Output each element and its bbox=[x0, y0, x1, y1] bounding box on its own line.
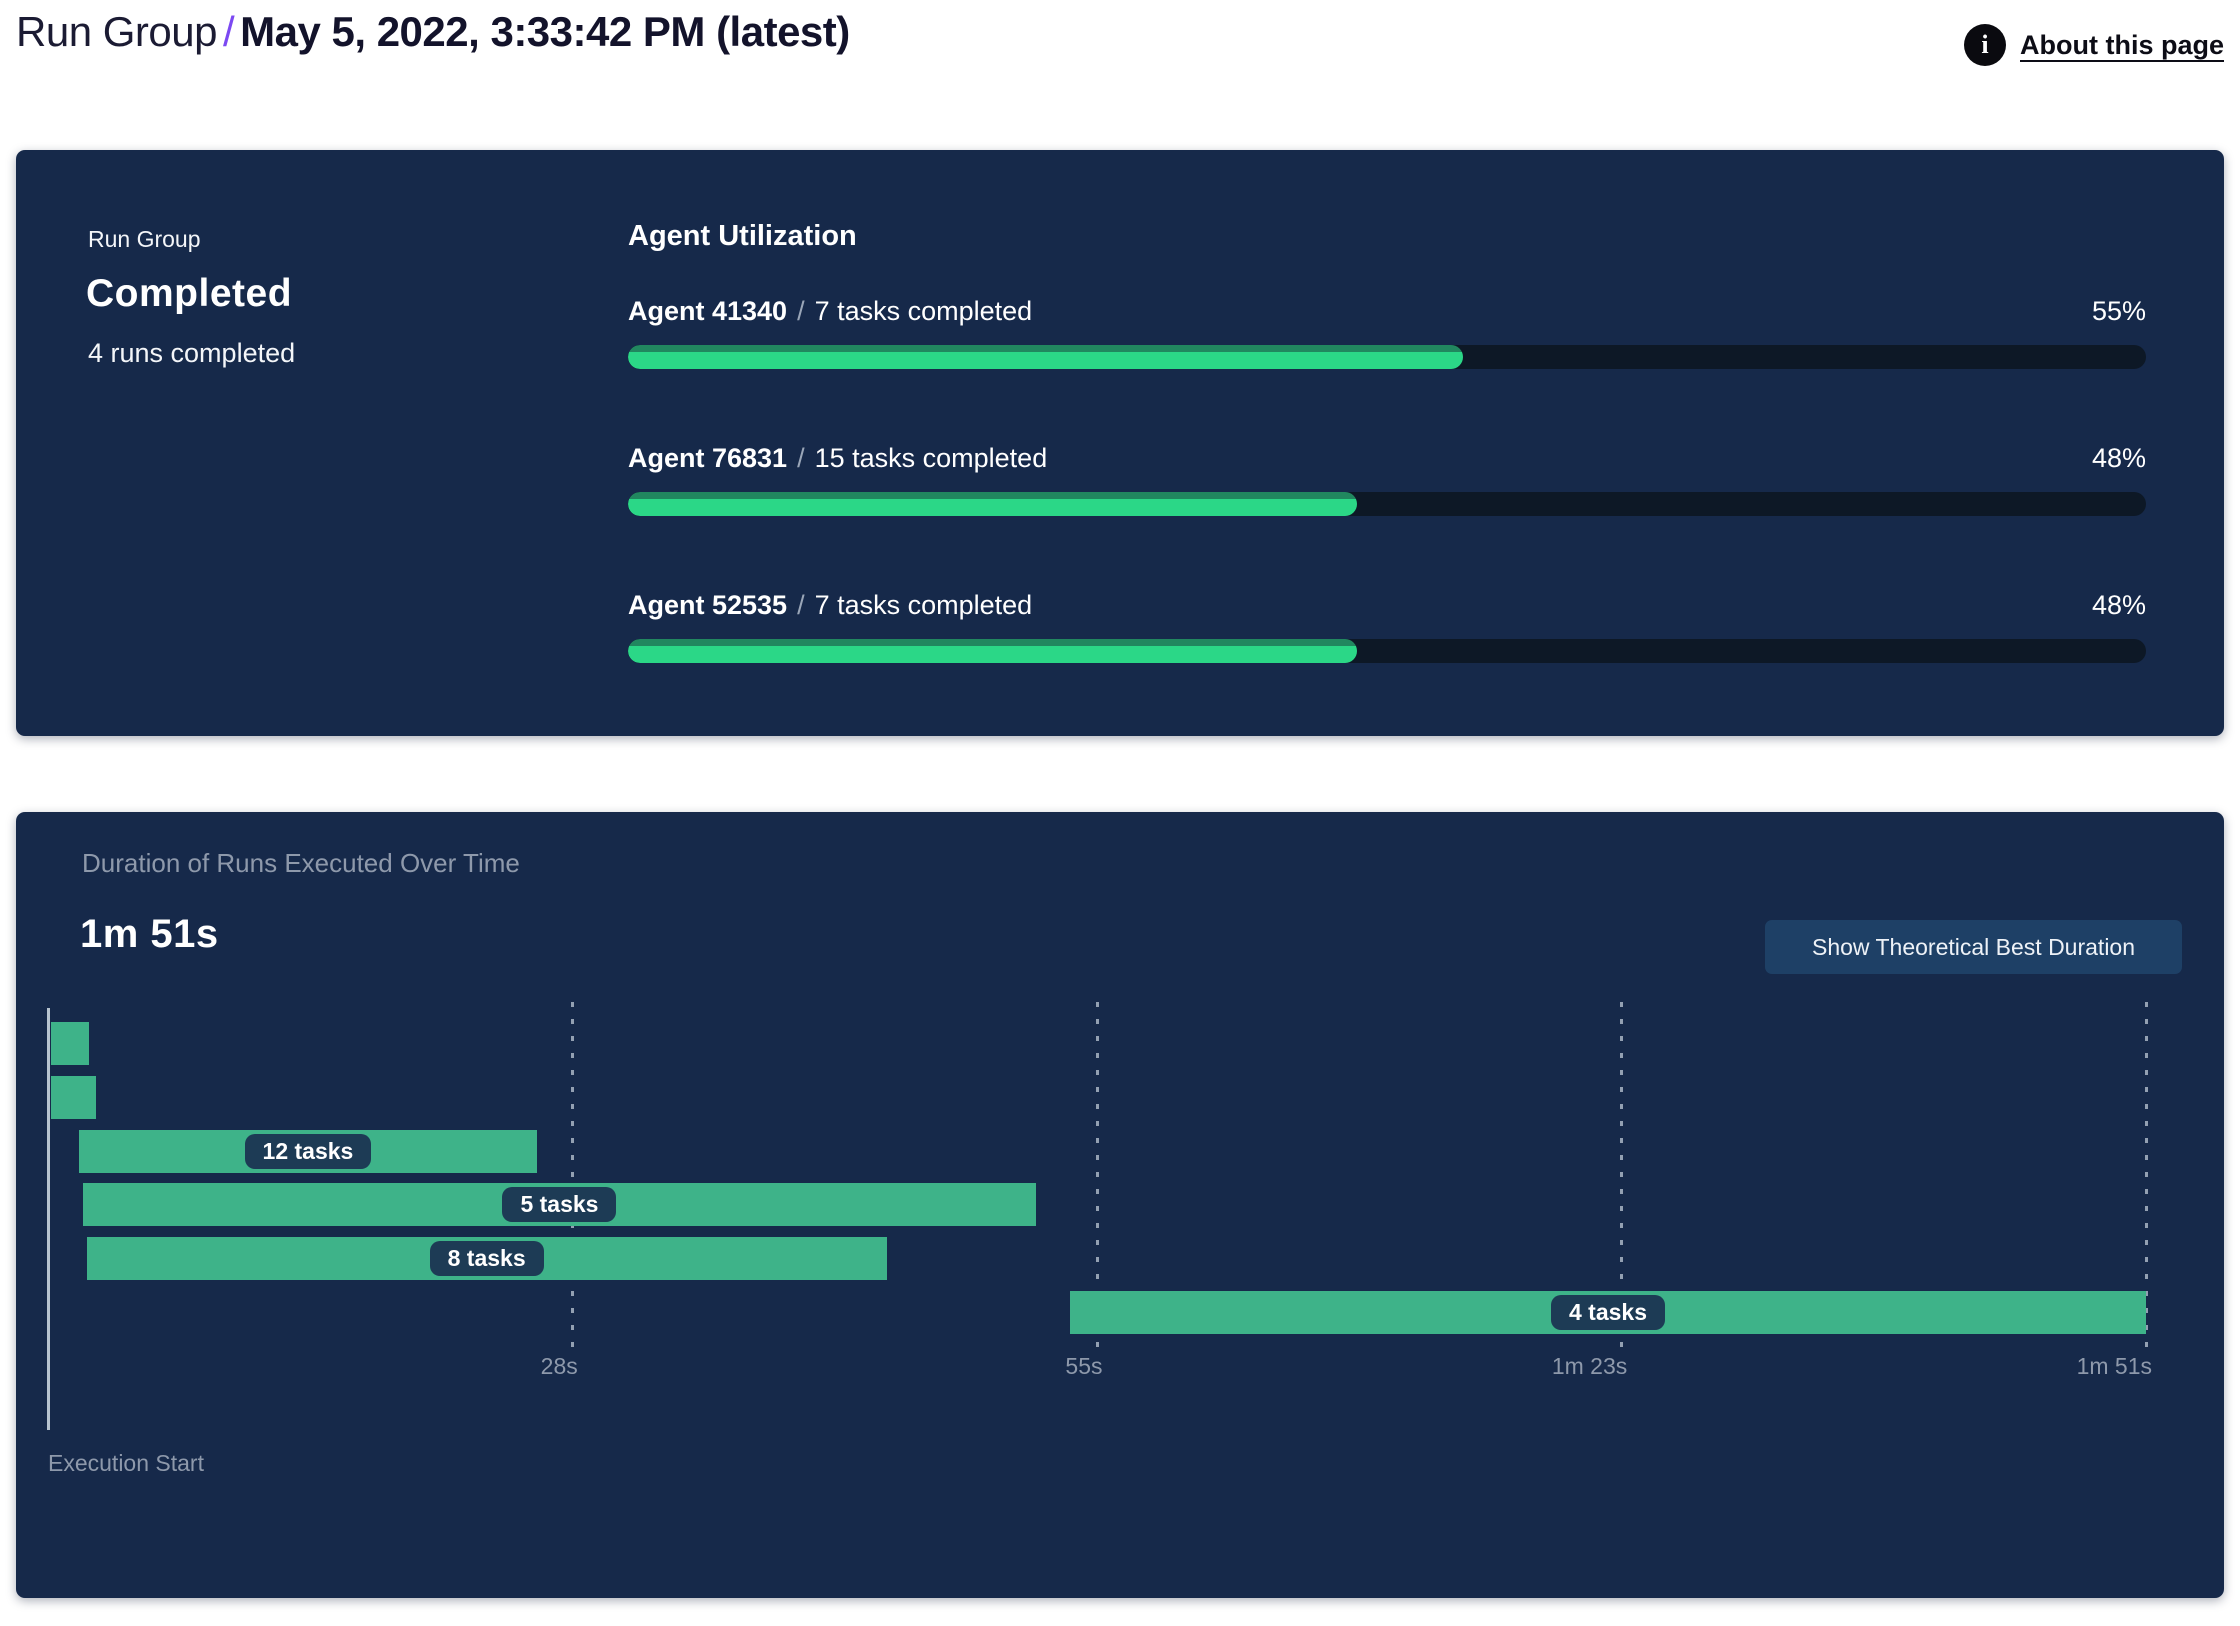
run-task-count-pill: 8 tasks bbox=[429, 1241, 544, 1277]
agent-tasks-completed: 7 tasks completed bbox=[814, 590, 1033, 620]
gantt-chart: 28s 55s 1m 23s 1m 51s 12 tasks 5 tasks 8 tasks… bbox=[16, 1002, 2224, 1522]
agent-tasks-completed: 15 tasks completed bbox=[814, 443, 1048, 473]
agent-utilization-fill bbox=[628, 345, 1463, 369]
breadcrumb-root: Run Group bbox=[16, 8, 217, 55]
agent-utilization-list: Agent 41340 / 7 tasks completed 55% Agent 76… bbox=[628, 293, 2146, 734]
page-title: Run Group / May 5, 2022, 3:33:42 PM (lates… bbox=[16, 8, 2224, 56]
agent-name: Agent 41340 bbox=[628, 296, 788, 326]
axis-tick-label: 1m 51s bbox=[2076, 1353, 2152, 1379]
agent-separator: / bbox=[797, 590, 805, 620]
run-group-summary-card: Run Group Completed 4 runs completed Age… bbox=[16, 150, 2224, 736]
about-link-label: About this page bbox=[2020, 29, 2224, 60]
gridline bbox=[570, 1002, 574, 1348]
agent-utilization-percent: 55% bbox=[2091, 296, 2146, 326]
title-separator: / bbox=[222, 8, 235, 55]
axis-tick-label: 55s bbox=[1065, 1353, 1103, 1379]
axis-tick-label: 1m 23s bbox=[1551, 1353, 1628, 1379]
agent-label: Agent 52535 / 7 tasks completed 48% bbox=[628, 587, 2146, 623]
runs-completed-count: 4 runs completed bbox=[88, 338, 296, 368]
run-task-count-pill: 4 tasks bbox=[1550, 1295, 1665, 1330]
gridline bbox=[1620, 1002, 1624, 1348]
execution-start-axis bbox=[47, 1008, 50, 1430]
agent-utilization-percent: 48% bbox=[2091, 590, 2146, 620]
run-bar[interactable] bbox=[50, 1075, 97, 1119]
run-bar[interactable]: 4 tasks bbox=[1070, 1291, 2146, 1334]
agent-separator: / bbox=[797, 443, 805, 473]
execution-start-label: Execution Start bbox=[48, 1450, 204, 1476]
agent-utilization-title: Agent Utilization bbox=[628, 220, 857, 252]
total-duration-value: 1m 51s bbox=[80, 912, 219, 956]
run-task-count-pill: 5 tasks bbox=[502, 1187, 617, 1223]
agent-utilization-track bbox=[628, 639, 2146, 663]
show-theoretical-best-duration-button[interactable]: Show Theoretical Best Duration bbox=[1765, 920, 2182, 974]
agent-row: Agent 41340 / 7 tasks completed 55% bbox=[628, 293, 2146, 369]
run-group-status: Completed bbox=[86, 272, 293, 315]
agent-utilization-track bbox=[628, 345, 2146, 369]
run-bar[interactable] bbox=[50, 1022, 89, 1065]
run-bar[interactable]: 5 tasks bbox=[82, 1183, 1036, 1227]
agent-row: Agent 76831 / 15 tasks completed 48% bbox=[628, 440, 2146, 516]
agent-separator: / bbox=[797, 296, 805, 326]
agent-tasks-completed: 7 tasks completed bbox=[814, 296, 1033, 326]
duration-chart-title: Duration of Runs Executed Over Time bbox=[82, 848, 520, 878]
run-task-count-pill: 12 tasks bbox=[244, 1133, 372, 1169]
page-header: Run Group / May 5, 2022, 3:33:42 PM (lates… bbox=[16, 8, 2224, 88]
agent-utilization-fill bbox=[628, 639, 1357, 663]
run-group-label: Run Group bbox=[88, 226, 201, 252]
agent-row: Agent 52535 / 7 tasks completed 48% bbox=[628, 587, 2146, 663]
agent-utilization-percent: 48% bbox=[2091, 443, 2146, 473]
gridline bbox=[2145, 1002, 2148, 1348]
run-bar[interactable]: 8 tasks bbox=[86, 1237, 887, 1281]
info-icon: i bbox=[1964, 24, 2006, 66]
about-link[interactable]: i About this page bbox=[1964, 24, 2224, 66]
agent-utilization-track bbox=[628, 492, 2146, 516]
agent-utilization-fill bbox=[628, 492, 1357, 516]
run-group-timestamp: May 5, 2022, 3:33:42 PM (latest) bbox=[240, 8, 850, 55]
agent-name: Agent 52535 bbox=[628, 590, 788, 620]
gantt-plot-area: 28s 55s 1m 23s 1m 51s 12 tasks 5 tasks 8 tasks… bbox=[47, 1002, 2152, 1379]
axis-tick-label: 28s bbox=[540, 1353, 578, 1379]
agent-label: Agent 41340 / 7 tasks completed 55% bbox=[628, 293, 2146, 329]
run-bar[interactable]: 12 tasks bbox=[79, 1129, 537, 1173]
agent-name: Agent 76831 bbox=[628, 443, 788, 473]
agent-label: Agent 76831 / 15 tasks completed 48% bbox=[628, 440, 2146, 476]
gridline bbox=[1095, 1002, 1099, 1348]
duration-card: Duration of Runs Executed Over Time 1m 5… bbox=[16, 812, 2224, 1598]
